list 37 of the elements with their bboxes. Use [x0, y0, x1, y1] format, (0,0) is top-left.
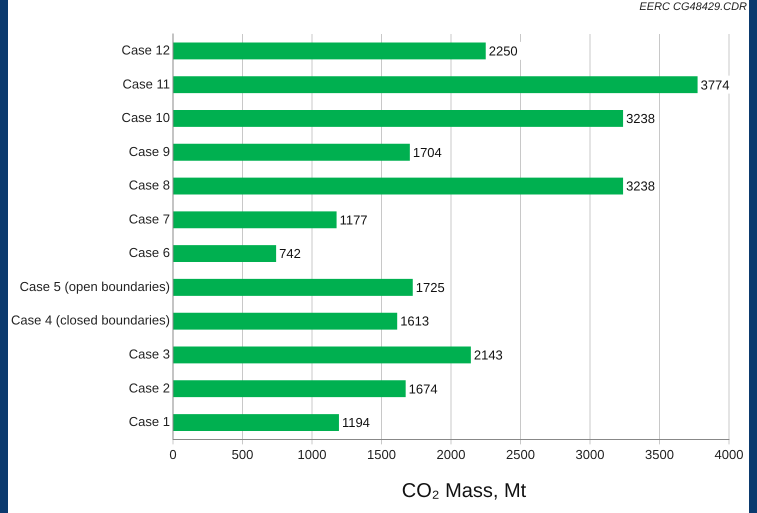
bar [173, 42, 486, 60]
y-tick-label: Case 8 [128, 178, 170, 193]
y-tick-label: Case 5 (open boundaries) [20, 278, 170, 294]
x-tick-label: 1500 [367, 446, 396, 462]
data-label: 1674 [408, 381, 438, 396]
x-tick-label: 0 [169, 446, 177, 462]
x-tick-label: 500 [232, 446, 254, 462]
x-tick-label: 2000 [436, 446, 466, 462]
y-tick-label: Case 7 [128, 211, 170, 226]
text: EERC CG48429.CDR [639, 1, 747, 13]
y-tick-label: Case 6 [128, 245, 170, 260]
bar [173, 76, 698, 94]
data-label: 1194 [342, 415, 370, 430]
data-label: 2250 [488, 43, 518, 58]
data-label: 1704 [412, 144, 442, 160]
x-axis-title: CO₂ Mass, Mt [400, 480, 528, 503]
data-label: 1613 [400, 314, 430, 329]
y-tick-label: Case 12 [122, 42, 170, 58]
y-tick-label: Case 2 [128, 380, 170, 396]
x-tick-label: 3000 [576, 446, 604, 462]
y-tick-label: Case 1 [128, 414, 170, 430]
y-tick-label: Case 11 [122, 76, 170, 92]
x-tick-label: 2500 [506, 446, 535, 462]
data-label: 2143 [474, 348, 503, 363]
data-label: 742 [279, 246, 301, 262]
y-tick-label: Case 10 [122, 110, 170, 126]
y-tick-label: Case 4 (closed boundaries) [10, 312, 170, 328]
data-label: 1725 [416, 280, 445, 295]
x-tick-label: 4000 [714, 446, 744, 462]
y-tick-label: Case 3 [128, 346, 170, 362]
data-label: 3774 [700, 77, 730, 92]
x-tick-label: 1000 [298, 446, 326, 462]
data-label: 3238 [626, 111, 655, 126]
y-tick-label: Case 9 [128, 144, 170, 159]
data-label: 1177 [340, 212, 368, 228]
x-tick-label: 3500 [645, 446, 674, 462]
data-label: 3238 [626, 178, 655, 194]
